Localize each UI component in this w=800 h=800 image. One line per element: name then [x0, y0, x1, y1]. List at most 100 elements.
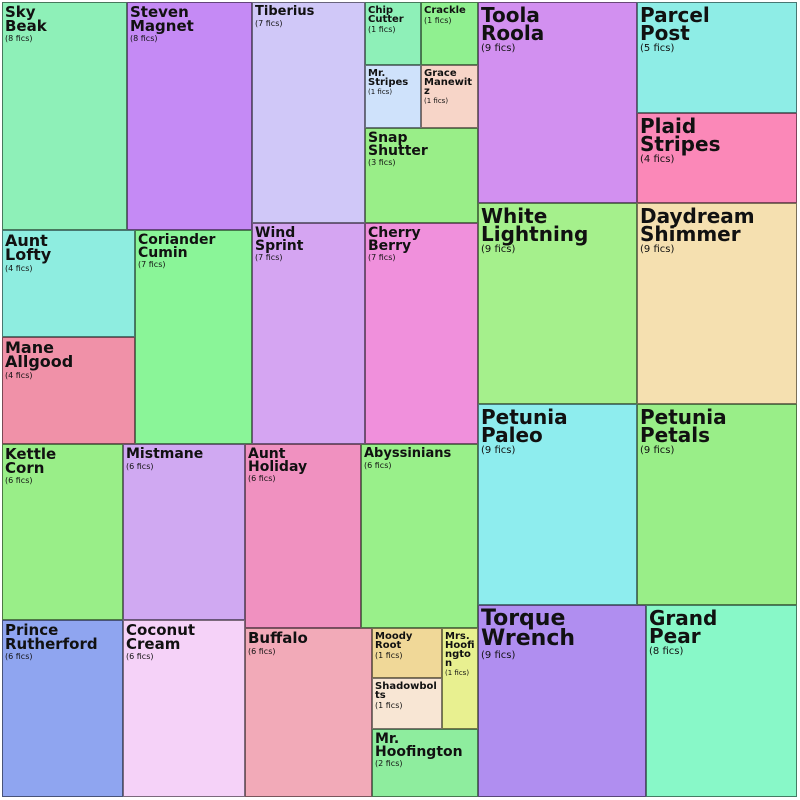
treemap-cell[interactable]: Snap Shutter (3 fics) — [365, 128, 478, 223]
treemap-cell[interactable]: Torque Wrench (9 fics) — [478, 605, 646, 797]
treemap-cell[interactable]: Prince Rutherford (6 fics) — [2, 620, 123, 797]
cell-label: Petunia Petals — [640, 405, 727, 447]
cell-label: Mrs. Hoofington — [445, 631, 475, 669]
treemap-cell[interactable]: Coconut Cream (6 fics) — [123, 620, 245, 797]
cell-label: Buffalo — [248, 629, 308, 647]
cell-label: Daydream Shimmer — [640, 204, 755, 246]
cell-label: Mr. Hoofington — [375, 731, 463, 760]
cell-label: Grand Pear — [649, 606, 718, 648]
cell-count: (1 fics) — [445, 669, 470, 677]
cell-count: (9 fics) — [481, 445, 516, 456]
cell-count: (7 fics) — [138, 260, 166, 270]
treemap-cell[interactable]: Cherry Berry (7 fics) — [365, 223, 478, 444]
cell-count: (1 fics) — [368, 88, 393, 96]
treemap-cell[interactable]: Plaid Stripes (4 fics) — [637, 113, 797, 203]
cell-label: Shadowbolts — [375, 681, 437, 701]
treemap-cell[interactable]: Mr. Stripes (1 fics) — [365, 65, 421, 128]
cell-count: (9 fics) — [640, 445, 675, 456]
cell-count: (6 fics) — [126, 652, 154, 661]
cell-label: Mane Allgood — [5, 338, 74, 372]
treemap-cell[interactable]: Buffalo (6 fics) — [245, 628, 372, 797]
treemap-cell[interactable]: Grand Pear (8 fics) — [646, 605, 797, 797]
treemap-cell[interactable]: Moody Root (1 fics) — [372, 628, 442, 678]
cell-count: (9 fics) — [481, 43, 516, 54]
cell-count: (7 fics) — [255, 253, 283, 263]
cell-label: Cherry Berry — [368, 225, 421, 254]
cell-count: (1 fics) — [368, 25, 396, 34]
cell-label: Abyssinians — [364, 446, 452, 461]
cell-label: Coconut Cream — [126, 621, 196, 653]
cell-count: (6 fics) — [126, 461, 154, 471]
cell-count: (4 fics) — [5, 370, 33, 380]
cell-label: White Lightning — [481, 204, 589, 246]
cell-count: (6 fics) — [248, 474, 276, 484]
treemap-cell[interactable]: Kettle Corn (6 fics) — [2, 444, 123, 620]
treemap-cell[interactable]: Crackle (1 fics) — [421, 2, 478, 65]
cell-label: Torque Wrench — [481, 606, 576, 651]
cell-count: (8 fics) — [130, 34, 158, 43]
cell-label: Chip Cutter — [368, 5, 404, 25]
cell-label: Toola Roola — [481, 3, 545, 45]
treemap-cell[interactable]: Mrs. Hoofington (1 fics) — [442, 628, 478, 729]
cell-count: (4 fics) — [5, 263, 33, 273]
treemap-cell[interactable]: Sky Beak (8 fics) — [2, 2, 127, 230]
treemap-cell[interactable]: Petunia Paleo (9 fics) — [478, 404, 637, 605]
cell-count: (1 fics) — [375, 651, 403, 660]
treemap-cell[interactable]: Mistmane (6 fics) — [123, 444, 245, 620]
cell-label: Petunia Paleo — [481, 405, 568, 447]
cell-label: Mr. Stripes — [368, 68, 409, 88]
cell-count: (6 fics) — [364, 460, 392, 470]
treemap-cell[interactable]: Coriander Cumin (7 fics) — [135, 230, 252, 444]
treemap-cell[interactable]: Mane Allgood (4 fics) — [2, 337, 135, 444]
cell-label: Steven Magnet — [130, 3, 194, 35]
cell-label: Kettle Corn — [5, 445, 57, 477]
cell-label: Moody Root — [375, 631, 413, 651]
cell-count: (9 fics) — [640, 244, 675, 255]
treemap-cell[interactable]: Steven Magnet (8 fics) — [127, 2, 252, 230]
treemap-cell[interactable]: Abyssinians (6 fics) — [361, 444, 478, 628]
cell-count: (1 fics) — [424, 16, 452, 25]
treemap-cell[interactable]: Daydream Shimmer (9 fics) — [637, 203, 797, 404]
cell-count: (6 fics) — [248, 646, 276, 656]
cell-label: Parcel Post — [640, 3, 710, 45]
cell-count: (1 fics) — [424, 97, 449, 105]
treemap-cell[interactable]: White Lightning (9 fics) — [478, 203, 637, 404]
cell-label: Snap Shutter — [368, 130, 428, 159]
cell-count: (8 fics) — [5, 34, 33, 43]
cell-label: Grace Manewitz — [424, 68, 473, 97]
treemap-cell[interactable]: Toola Roola (9 fics) — [478, 2, 637, 203]
treemap-cell[interactable]: Shadowbolts (1 fics) — [372, 678, 442, 729]
treemap-cell[interactable]: Aunt Lofty (4 fics) — [2, 230, 135, 337]
cell-label: Tiberius — [255, 4, 315, 19]
cell-count: (6 fics) — [5, 652, 33, 661]
cell-count: (9 fics) — [481, 649, 516, 661]
cell-label: Plaid Stripes — [640, 114, 721, 156]
cell-count: (9 fics) — [481, 244, 516, 255]
treemap-cell[interactable]: Grace Manewitz (1 fics) — [421, 65, 478, 128]
cell-count: (5 fics) — [640, 43, 675, 54]
treemap-cell[interactable]: Aunt Holiday (6 fics) — [245, 444, 361, 628]
treemap-cell[interactable]: Parcel Post (5 fics) — [637, 2, 797, 113]
cell-count: (2 fics) — [375, 759, 403, 769]
treemap-cell[interactable]: Petunia Petals (9 fics) — [637, 404, 797, 605]
treemap-cell[interactable]: Wind Sprint (7 fics) — [252, 223, 365, 444]
cell-count: (7 fics) — [255, 18, 283, 28]
cell-label: Prince Rutherford — [5, 621, 98, 653]
cell-label: Aunt Lofty — [5, 231, 52, 265]
cell-count: (1 fics) — [375, 701, 403, 710]
cell-count: (3 fics) — [368, 158, 396, 168]
cell-count: (4 fics) — [640, 154, 675, 165]
cell-label: Aunt Holiday — [248, 446, 308, 475]
cell-count: (6 fics) — [5, 476, 33, 485]
cell-count: (7 fics) — [368, 253, 396, 263]
treemap-cell[interactable]: Mr. Hoofington (2 fics) — [372, 729, 478, 797]
treemap-cell[interactable]: Chip Cutter (1 fics) — [365, 2, 421, 65]
treemap-cell[interactable]: Tiberius (7 fics) — [252, 2, 365, 223]
cell-label: Coriander Cumin — [138, 232, 216, 261]
cell-label: Sky Beak — [5, 3, 47, 35]
cell-label: Wind Sprint — [255, 225, 304, 254]
cell-count: (8 fics) — [649, 646, 684, 657]
cell-label: Mistmane — [126, 446, 204, 462]
cell-label: Crackle — [424, 5, 466, 16]
